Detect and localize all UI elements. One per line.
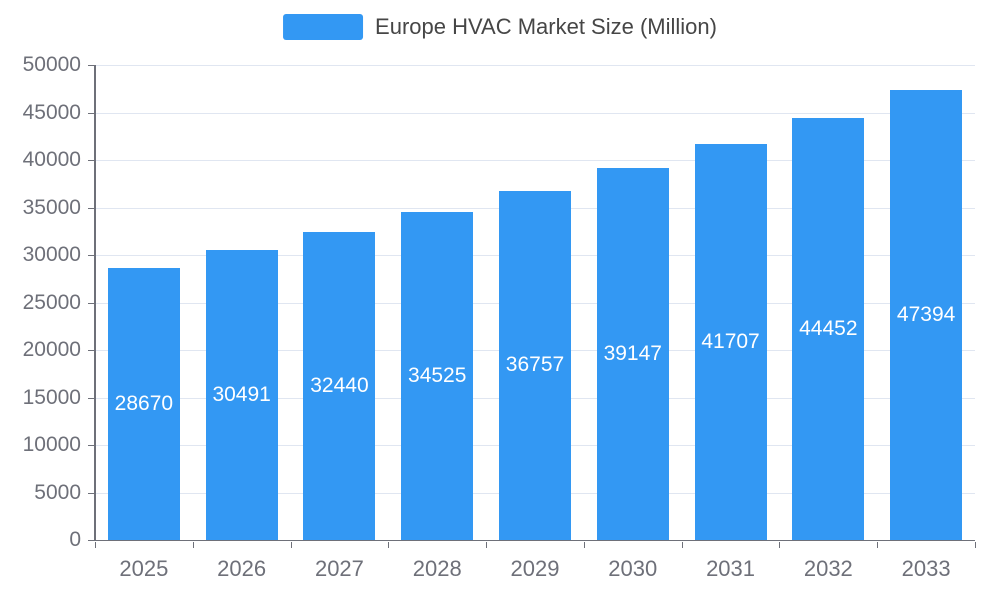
legend-swatch [283,14,364,40]
gridline [95,65,975,66]
y-axis-tick [88,397,94,399]
bar-value-label: 32440 [310,373,369,397]
y-axis-label: 10000 [22,433,81,456]
bar-value-label: 41707 [701,329,760,353]
x-axis-tick [779,542,781,548]
y-axis-line [94,65,96,540]
x-axis-label: 2025 [119,556,169,581]
gridline [95,112,975,114]
y-axis-label: 0 [69,528,81,551]
y-axis-label: 15000 [22,385,81,409]
bar-value-label: 36757 [505,353,565,377]
y-axis-label: 50000 [22,53,81,76]
x-axis-tick [877,542,879,548]
bar[interactable]: 30491 [205,250,278,540]
bar[interactable]: 39147 [596,168,669,540]
y-axis-tick [88,65,94,66]
x-axis-label: 2028 [412,556,462,581]
x-axis-tick [681,542,683,548]
y-axis-tick [88,112,94,114]
bar-value-label: 28670 [114,391,174,415]
x-axis-tick [975,542,976,548]
y-axis-tick [88,540,94,541]
y-axis-tick [88,302,94,304]
y-axis-label: 40000 [22,148,81,171]
x-axis-tick [583,542,585,548]
bar-value-label: 34525 [408,364,467,387]
bar-value-label: 44452 [799,316,858,340]
x-axis-tick [95,542,96,548]
y-axis-label: 5000 [34,480,81,504]
bar-value-label: 47394 [896,302,956,326]
legend-label: Europe HVAC Market Size (Million) [375,14,717,39]
x-axis-label: 2032 [803,556,853,581]
y-axis-label: 20000 [22,338,81,361]
bar[interactable]: 41707 [694,143,767,540]
x-axis-line [94,539,975,541]
bar[interactable]: 28670 [107,267,180,540]
y-axis-label: 35000 [22,195,81,219]
x-axis-tick [290,542,292,548]
y-axis-label: 30000 [22,243,81,266]
y-axis-label: 25000 [22,290,81,314]
legend-item[interactable]: Europe HVAC Market Size (Million) [283,14,717,40]
y-axis-tick [88,445,94,446]
y-axis-label: 45000 [22,100,81,124]
x-axis-tick [486,542,488,548]
y-axis-tick [88,255,94,256]
y-axis-tick [88,350,94,351]
x-axis-tick [192,542,194,548]
x-axis-label: 2029 [510,556,560,581]
bar[interactable]: 36757 [499,190,571,540]
x-axis-tick [388,542,390,548]
y-axis-tick [88,207,94,209]
bar[interactable]: 44452 [792,117,865,540]
bar[interactable]: 34525 [401,212,474,540]
y-axis-tick [88,160,94,161]
bar[interactable]: 32440 [303,231,376,540]
x-axis-label: 2030 [608,556,658,581]
x-axis-label: 2031 [706,556,756,581]
x-axis-label: 2033 [901,556,951,581]
x-axis-label: 2026 [217,556,267,581]
x-axis-label: 2027 [314,556,364,581]
bar-value-label: 39147 [603,342,662,366]
plot-area: 0 5000 10000 15000 20000 25000 30000 35000 40000… [23,53,976,581]
bar-value-label: 30491 [212,383,271,407]
y-axis-tick [88,492,94,494]
gridline [95,160,975,161]
bar[interactable]: 47394 [890,89,963,540]
